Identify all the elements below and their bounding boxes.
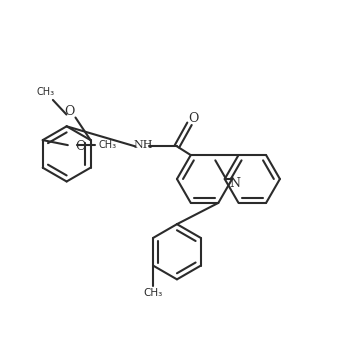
Text: CH₃: CH₃ (99, 140, 117, 150)
Text: CH₃: CH₃ (143, 288, 163, 298)
Text: N: N (229, 176, 240, 189)
Text: O: O (75, 140, 85, 152)
Text: O: O (64, 105, 75, 118)
Text: O: O (188, 112, 199, 125)
Text: NH: NH (133, 140, 153, 150)
Text: CH₃: CH₃ (36, 87, 55, 97)
